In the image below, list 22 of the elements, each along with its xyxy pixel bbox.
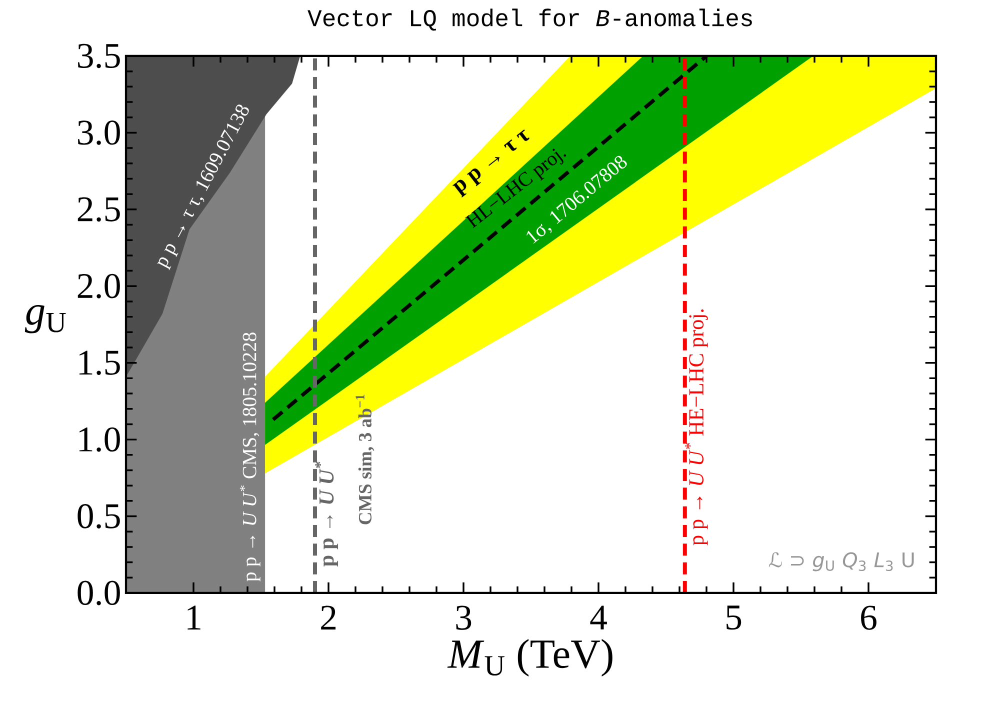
- x-tick-label: 6: [861, 606, 876, 630]
- y-axis-title: g$_{U}$: [24, 305, 66, 334]
- y-tick-label: 0.0: [78, 580, 120, 606]
- y-tick-label: 2.5: [78, 197, 120, 222]
- x-tick-label: 3: [456, 606, 472, 630]
- chart-title: Vector LQ model for B-anomalies: [308, 8, 752, 31]
- x-tick-label: 5: [726, 606, 742, 630]
- x-tick-label: 1: [188, 606, 200, 630]
- ref-line-label: p p → U U$^{*}$ HE−LHC proj.: [685, 309, 708, 546]
- y-tick-label: 3.0: [78, 120, 120, 145]
- y-tick-label: 2.0: [78, 274, 120, 298]
- y-tick-label: 0.5: [78, 504, 120, 528]
- ref-line-label: p p → U U$^{*}$: [315, 462, 338, 566]
- annotation: ℒ ⊃ g$_{U}$ Q$_{3}$ L$_{3}$ U: [768, 552, 914, 572]
- x-tick-label: 2: [321, 606, 336, 630]
- y-tick-label: 3.5: [78, 44, 120, 68]
- band-label: p p → U U$^{*}$ CMS, 1805.10228: [240, 332, 260, 582]
- y-tick-label: 1.0: [79, 427, 120, 452]
- x-tick-label: 4: [590, 606, 607, 630]
- x-axis-title: M$_{U}$ (TeV): [447, 639, 612, 677]
- y-tick-label: 1.5: [79, 350, 120, 375]
- annotation: CMS sim, 3 ab$^{−1}$: [356, 394, 374, 524]
